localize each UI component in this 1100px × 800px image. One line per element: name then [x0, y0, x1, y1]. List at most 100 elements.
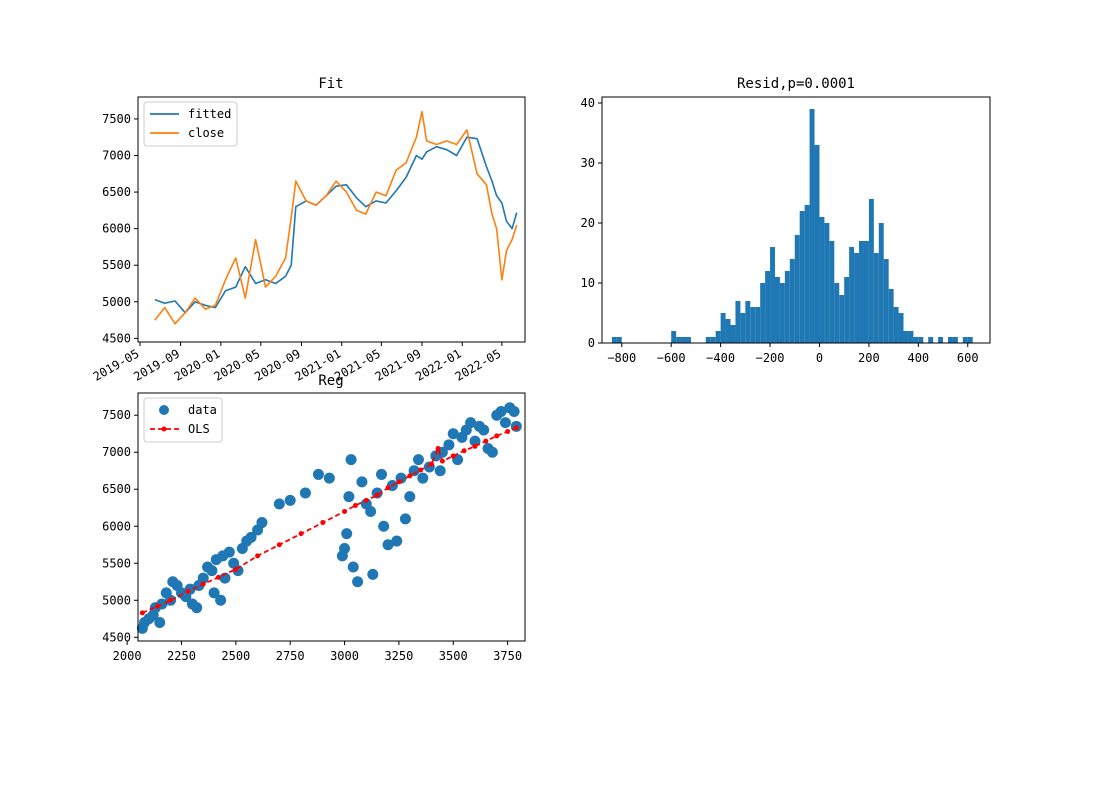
reg-data-point	[495, 406, 507, 418]
resid-histogram-bar	[616, 337, 622, 343]
resid-histogram-bar	[849, 247, 855, 343]
reg-data-point	[447, 428, 459, 440]
resid-histogram-bar	[770, 247, 775, 343]
fit-y-tick-label: 6000	[102, 222, 131, 236]
reg-legend-swatch-data	[159, 405, 169, 415]
reg-data-point	[382, 539, 394, 551]
reg-ols-marker	[418, 467, 424, 473]
reg-ols-marker	[276, 542, 282, 548]
reg-ols-marker	[439, 458, 445, 464]
reg-y-tick-label: 7500	[102, 408, 131, 422]
resid-histogram-bar	[676, 337, 682, 343]
reg-y-axis: 4500 5000 5500 6000 6500 7000 7500	[102, 408, 138, 644]
resid-histogram-bar	[730, 325, 736, 343]
resid-histogram-bar	[839, 295, 845, 343]
reg-y-tick-label: 5500	[102, 556, 131, 570]
reg-data-point	[408, 465, 420, 477]
reg-ols-marker	[505, 428, 511, 434]
reg-data-point	[299, 487, 311, 499]
reg-data-point	[391, 535, 403, 547]
reg-data-point	[399, 513, 411, 525]
reg-data-point	[486, 446, 498, 458]
resid-y-tick-label: 10	[581, 276, 595, 290]
reg-ols-marker	[494, 433, 500, 439]
resid-histogram-bar	[705, 337, 711, 343]
reg-ols-marker	[374, 492, 380, 498]
resid-chart: Resid,p=0.0001 0 10 20 30 40 −800 −600 −400 −20…	[581, 76, 991, 365]
reg-data-point	[356, 476, 368, 488]
reg-y-tick-label: 5000	[102, 593, 131, 607]
reg-data-point	[256, 517, 268, 529]
reg-ols-marker	[429, 461, 435, 467]
resid-histogram-bar	[928, 337, 934, 343]
reg-data-point	[412, 454, 424, 466]
resid-y-tick-label: 30	[581, 156, 595, 170]
fit-y-tick-label: 7500	[102, 112, 131, 126]
resid-histogram-bar	[740, 313, 746, 343]
resid-x-tick-label: −800	[607, 351, 636, 365]
resid-histogram-bar	[859, 241, 864, 343]
resid-histogram-bar	[735, 301, 741, 343]
fit-series-group	[154, 110, 518, 325]
reg-x-tick-label: 3250	[384, 649, 413, 663]
resid-histogram-bar	[883, 259, 889, 343]
resid-histogram-bar	[814, 145, 820, 343]
fit-title: Fit	[318, 76, 343, 92]
reg-data-point	[341, 528, 353, 540]
reg-data-point	[376, 468, 388, 480]
reg-ols-marker	[513, 425, 519, 431]
fit-y-tick-label: 7000	[102, 149, 131, 163]
reg-ols-line	[139, 425, 519, 616]
resid-histogram-bar	[755, 307, 761, 343]
reg-ols-marker	[363, 497, 369, 503]
reg-ols-marker	[139, 610, 145, 616]
resid-histogram-bar	[789, 259, 795, 343]
reg-data-point	[443, 439, 455, 451]
reg-data-point	[367, 568, 379, 580]
reg-axes-frame	[137, 392, 526, 642]
resid-y-tick-label: 40	[581, 96, 595, 110]
reg-legend: data OLS	[143, 397, 223, 443]
fit-series-line-close	[154, 110, 518, 325]
reg-y-tick-label: 6000	[102, 519, 131, 533]
resid-histogram-bar	[938, 337, 944, 343]
reg-x-tick-label: 2000	[113, 649, 142, 663]
reg-ols-marker	[435, 446, 441, 452]
resid-histogram-bar	[898, 313, 904, 343]
fit-legend: fitted close	[143, 101, 238, 147]
reg-data-point	[312, 468, 324, 480]
resid-x-tick-label: 0	[816, 351, 823, 365]
resid-histogram-bar	[878, 223, 884, 343]
resid-y-tick-label: 0	[588, 336, 595, 350]
resid-histogram-bar	[804, 205, 810, 343]
reg-ols-marker	[461, 448, 467, 454]
resid-title: Resid,p=0.0001	[737, 76, 855, 92]
fit-legend-box	[143, 101, 238, 147]
resid-histogram-bar	[854, 253, 860, 343]
reg-ols-marker	[342, 508, 348, 514]
resid-histogram-bar	[765, 271, 771, 343]
reg-ols-marker	[396, 479, 402, 485]
fit-y-tick-label: 6500	[102, 185, 131, 199]
resid-histogram-bar	[774, 277, 780, 343]
reg-data-point	[378, 520, 390, 532]
resid-histogram-bar	[809, 109, 815, 343]
resid-histogram-bar	[799, 211, 805, 343]
resid-histogram-bar	[750, 307, 756, 343]
resid-histogram-bar	[824, 223, 830, 343]
resid-histogram-bar	[888, 289, 894, 343]
resid-histogram-bar	[952, 337, 958, 343]
reg-x-axis: 2000 2250 2500 2750 3000 3250 3500 3750	[113, 641, 522, 663]
reg-x-tick-label: 2500	[221, 649, 250, 663]
resid-bars-group	[611, 109, 973, 343]
reg-legend-label-data: data	[188, 403, 217, 417]
reg-ols-marker	[215, 574, 221, 580]
reg-ols-marker	[185, 588, 191, 594]
reg-data-point	[469, 435, 481, 447]
reg-data-point	[154, 616, 166, 628]
fit-y-axis: 4500 5000 5500 6000 6500 7000 7500	[102, 112, 138, 345]
resid-histogram-bar	[710, 337, 716, 343]
resid-x-tick-label: 400	[907, 351, 929, 365]
fit-series-line-fitted	[154, 136, 518, 314]
